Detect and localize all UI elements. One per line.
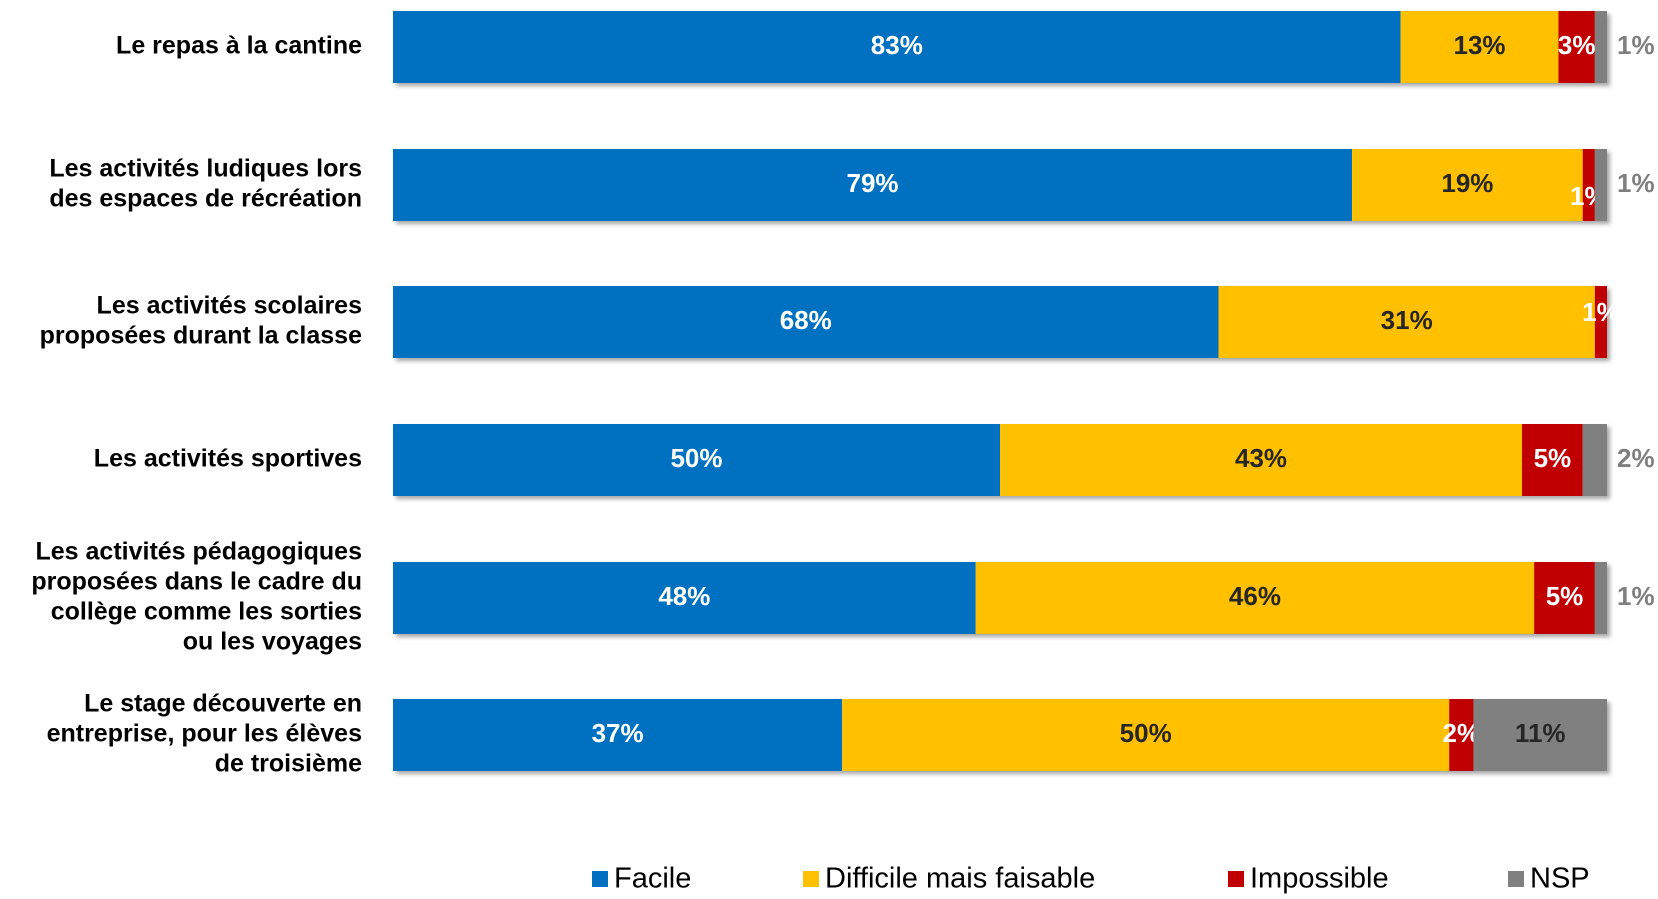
legend-label: Difficile mais faisable (825, 863, 1095, 895)
data-label: 5% (1534, 443, 1572, 473)
bar-row: 50% 43% 5% 2% (393, 424, 1655, 496)
data-label: 46% (1229, 581, 1281, 611)
bar-row: 37% 50% 2% 11% (393, 699, 1607, 771)
data-label: 48% (658, 581, 710, 611)
bar-row: 79% 19% 1% 1% (393, 149, 1655, 221)
category-label: Les activités pédagogiques (36, 538, 363, 566)
bar-segment (1522, 424, 1583, 496)
data-label: 13% (1454, 30, 1506, 60)
legend-item: NSP (1508, 863, 1590, 895)
bar-row: 83% 13% 3% 1% (393, 11, 1655, 83)
bars: 83% 13% 3% 1% 79% 19% 1% 1% 68% 31% 1% 50% 43% 5% 2% 48… (393, 11, 1655, 771)
bar-row: 48% 46% 5% 1% (393, 562, 1655, 634)
category-label: des espaces de récréation (49, 185, 362, 213)
bar-segment (1352, 149, 1583, 221)
bar-segment (1449, 699, 1474, 771)
data-label: 2% (1617, 443, 1655, 473)
data-label: 11% (1515, 718, 1566, 748)
legend-swatch (1228, 871, 1244, 887)
data-label: 1% (1617, 581, 1655, 611)
bar-segment (1558, 11, 1595, 83)
data-label: 1% (1617, 168, 1655, 198)
data-label: 37% (592, 718, 644, 748)
bar-row: 68% 31% 1% (393, 286, 1620, 358)
category-label: Les activités sportives (94, 445, 362, 473)
category-label: ou les voyages (183, 628, 362, 656)
legend-swatch (1508, 871, 1524, 887)
data-label: 1% (1582, 297, 1620, 327)
bar-segment (1534, 562, 1595, 634)
data-label: 19% (1441, 168, 1493, 198)
category-label: entreprise, pour les élèves (47, 720, 362, 748)
legend-swatch (592, 871, 608, 887)
data-label: 3% (1558, 30, 1596, 60)
legend-label: Facile (614, 863, 691, 895)
category-label: proposées durant la classe (40, 322, 362, 350)
legend-item: Facile (592, 863, 691, 895)
bar-segment (842, 699, 1450, 771)
legend-label: NSP (1530, 863, 1590, 895)
bar-segment (1594, 562, 1607, 634)
data-label: 5% (1546, 581, 1584, 611)
data-label: 68% (780, 305, 832, 335)
bar-segment (393, 286, 1219, 358)
category-labels: Le repas à la cantine Les activités ludiq… (31, 32, 362, 778)
data-label: 83% (871, 30, 923, 60)
bar-segment (1582, 149, 1595, 221)
bar-segment (393, 149, 1353, 221)
legend: Facile Difficile mais faisable Impossible N… (592, 863, 1590, 895)
category-label: Les activités scolaires (97, 292, 362, 320)
legend-label: Impossible (1250, 863, 1389, 895)
legend-item: Impossible (1228, 863, 1389, 895)
bar-segment (1594, 11, 1607, 83)
bar-segment (1473, 699, 1607, 771)
category-label: Le stage découverte en (84, 690, 362, 718)
data-label: 50% (670, 443, 722, 473)
category-label: Les activités ludiques lors (49, 155, 362, 183)
bar-segment (1000, 424, 1523, 496)
bar-segment (393, 699, 843, 771)
bar-segment (1594, 149, 1607, 221)
legend-swatch (803, 871, 819, 887)
bar-segment (1582, 424, 1607, 496)
bar-segment (1400, 11, 1559, 83)
data-label: 31% (1381, 305, 1433, 335)
data-label: 50% (1120, 718, 1172, 748)
data-label: 43% (1235, 443, 1287, 473)
bar-segment (1218, 286, 1595, 358)
category-label: de troisième (215, 750, 362, 778)
bar-segment (975, 562, 1535, 634)
category-label: proposées dans le cadre du (31, 568, 362, 596)
bar-segment (393, 562, 976, 634)
bar-segment (393, 11, 1401, 83)
data-label: 1% (1617, 30, 1655, 60)
category-label: Le repas à la cantine (116, 32, 362, 60)
bar-segment (1594, 286, 1607, 358)
legend-item: Difficile mais faisable (803, 863, 1095, 895)
data-label: 79% (847, 168, 899, 198)
bar-segment (393, 424, 1000, 496)
category-label: collège comme les sorties (51, 598, 362, 626)
